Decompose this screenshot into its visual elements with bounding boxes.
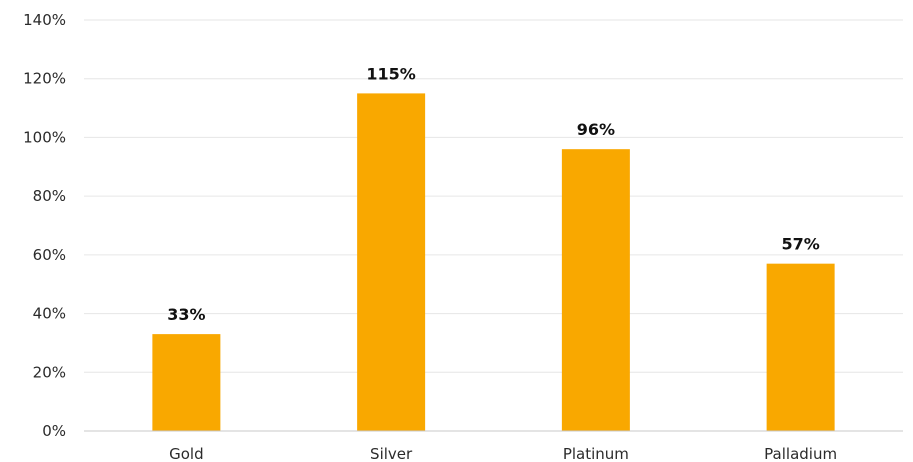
y-tick-label: 60% bbox=[33, 246, 66, 264]
data-label-platinum: 96% bbox=[577, 120, 615, 139]
x-tick-label-platinum: Platinum bbox=[563, 445, 629, 462]
bar-platinum bbox=[561, 149, 630, 431]
y-tick-label: 100% bbox=[23, 128, 66, 146]
data-label-gold: 33% bbox=[167, 305, 205, 324]
bars bbox=[152, 93, 835, 432]
y-tick-label: 140% bbox=[23, 11, 66, 29]
x-tick-label-silver: Silver bbox=[370, 445, 413, 462]
y-tick-label: 120% bbox=[23, 70, 66, 88]
y-tick-label: 80% bbox=[33, 187, 66, 205]
y-axis-tick-labels: 0% 20% 40% 60% 80% 100% 120% 140% bbox=[23, 11, 66, 440]
x-tick-label-palladium: Palladium bbox=[764, 445, 837, 462]
data-label-silver: 115% bbox=[366, 64, 415, 83]
bar-silver bbox=[357, 93, 426, 432]
y-tick-label: 0% bbox=[42, 422, 66, 440]
gridlines bbox=[84, 19, 903, 373]
bar-gold bbox=[152, 334, 221, 431]
bar-palladium bbox=[766, 263, 835, 431]
y-tick-label: 40% bbox=[33, 305, 66, 323]
x-tick-label-gold: Gold bbox=[169, 445, 204, 462]
data-labels: 33% 115% 96% 57% bbox=[167, 64, 820, 324]
x-axis-category-labels: Gold Silver Platinum Palladium bbox=[169, 445, 837, 462]
y-tick-label: 20% bbox=[33, 363, 66, 381]
data-label-palladium: 57% bbox=[781, 235, 819, 254]
